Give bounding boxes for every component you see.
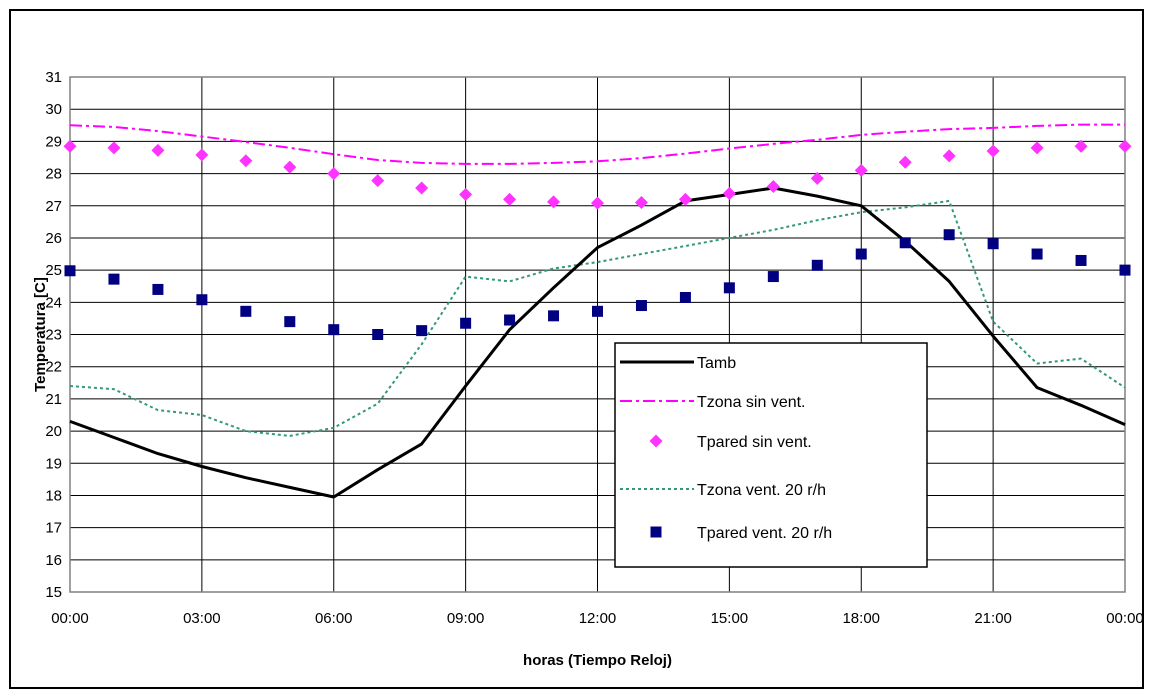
data-point: [722, 187, 736, 201]
data-point: [723, 282, 735, 294]
series-0: [69, 186, 1126, 499]
legend-label: Tamb: [697, 355, 736, 372]
data-point: [855, 248, 867, 260]
y-tick-label: 17: [45, 520, 62, 537]
series-1: [69, 123, 1125, 165]
legend-label: Tzona sin vent.: [697, 394, 806, 411]
data-point: [108, 273, 120, 285]
legend: Tamb Tzona sin vent. Tpared sin vent. Tzona…: [614, 342, 928, 568]
data-point: [898, 155, 912, 169]
data-point: [371, 174, 385, 188]
series-2: [63, 139, 1132, 210]
y-tick-label: 21: [45, 391, 62, 408]
data-point: [195, 148, 209, 162]
data-point: [547, 195, 561, 209]
data-point: [239, 154, 253, 168]
y-tick-label: 18: [45, 487, 62, 504]
data-point: [678, 192, 692, 206]
data-point: [1030, 141, 1044, 155]
data-point: [854, 163, 868, 177]
tick-labels: 15 16 17 18 19 20 21 22 23 24 25 26 27 28 29 30 31 00:00 0…: [45, 69, 1143, 627]
data-point: [766, 179, 780, 193]
data-point: [1074, 139, 1088, 153]
x-tick-label: 21:00: [974, 610, 1012, 627]
data-point: [986, 144, 1000, 158]
y-tick-label: 25: [45, 262, 62, 279]
data-point: [327, 167, 341, 181]
legend-marker: [650, 526, 662, 538]
chart-frame: [9, 9, 1144, 689]
data-point: [548, 310, 560, 322]
data-point: [504, 314, 516, 326]
data-point: [63, 139, 77, 153]
grid: [69, 76, 1126, 593]
data-point: [899, 237, 911, 249]
y-tick-label: 15: [45, 584, 62, 601]
x-tick-label: 00:00: [1106, 610, 1144, 627]
data-point: [591, 196, 604, 210]
data-point: [810, 171, 824, 185]
data-point: [460, 317, 472, 329]
y-tick-label: 20: [45, 423, 62, 440]
data-point: [64, 265, 76, 277]
data-point: [1119, 264, 1131, 276]
series-line: [69, 123, 1125, 165]
data-point: [592, 305, 603, 317]
y-tick-label: 24: [45, 294, 62, 311]
y-tick-label: 16: [45, 552, 62, 569]
x-tick-label: 00:00: [51, 610, 89, 627]
data-point: [943, 229, 955, 241]
legend-label: Tpared sin vent.: [697, 434, 812, 451]
data-point: [1075, 254, 1087, 266]
data-point: [679, 291, 691, 303]
data-point: [1031, 248, 1043, 260]
data-point: [634, 196, 648, 210]
data-point: [767, 271, 779, 283]
data-point: [372, 329, 384, 340]
data-point: [1118, 139, 1132, 153]
data-point: [415, 181, 429, 195]
data-point: [151, 143, 165, 157]
data-point: [503, 192, 517, 206]
y-tick-label: 29: [45, 133, 62, 150]
y-tick-label: 26: [45, 230, 62, 247]
data-point: [635, 300, 647, 312]
data-point: [459, 187, 473, 201]
series-layer: [63, 123, 1132, 499]
x-tick-label: 06:00: [315, 610, 353, 627]
x-tick-label: 12:00: [579, 610, 617, 627]
y-tick-label: 27: [45, 198, 62, 215]
data-point: [942, 149, 956, 163]
legend-marker: [649, 434, 663, 448]
y-tick-label: 23: [45, 327, 62, 344]
series-line: [69, 186, 1126, 499]
y-tick-label: 19: [45, 455, 62, 472]
data-point: [416, 325, 428, 337]
data-point: [107, 141, 121, 155]
legend-label: Tzona vent. 20 r/h: [697, 482, 826, 499]
x-tick-label: 03:00: [183, 610, 221, 627]
y-tick-label: 30: [45, 101, 62, 118]
legend-box: [614, 342, 928, 568]
data-point: [987, 238, 999, 250]
x-tick-label: 15:00: [711, 610, 749, 627]
data-point: [328, 324, 340, 336]
plot-area-border: [69, 76, 1126, 593]
x-tick-label: 09:00: [447, 610, 485, 627]
data-point: [283, 160, 297, 174]
y-axis-title: Temperatura [C]: [32, 277, 49, 392]
x-axis-title: horas (Tiempo Reloj): [523, 652, 672, 669]
data-point: [811, 259, 823, 271]
data-point: [196, 294, 208, 306]
data-point: [240, 305, 252, 317]
y-tick-label: 28: [45, 166, 62, 183]
legend-label: Tpared vent. 20 r/h: [697, 525, 832, 542]
data-point: [152, 283, 164, 295]
x-tick-label: 18:00: [842, 610, 880, 627]
series-4: [64, 229, 1131, 340]
y-tick-label: 31: [45, 69, 62, 86]
data-point: [284, 316, 296, 328]
y-tick-label: 22: [45, 359, 62, 376]
